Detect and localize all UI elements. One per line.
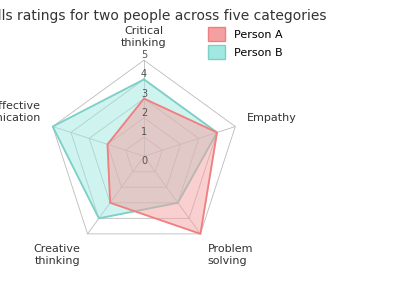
Text: Empathy: Empathy <box>247 113 297 123</box>
Text: 2: 2 <box>141 108 147 118</box>
Polygon shape <box>53 80 217 218</box>
Text: 0: 0 <box>141 156 147 166</box>
Polygon shape <box>108 99 217 234</box>
Text: Creative
thinking: Creative thinking <box>33 244 80 266</box>
Text: Critical
thinking: Critical thinking <box>121 26 167 48</box>
Text: Effective
communication: Effective communication <box>0 101 41 123</box>
Text: 1: 1 <box>141 127 147 137</box>
Text: Problem
solving: Problem solving <box>208 244 253 266</box>
Legend: Person A, Person B: Person A, Person B <box>208 27 282 59</box>
Text: 3: 3 <box>141 89 147 99</box>
Text: 5: 5 <box>141 50 147 60</box>
Text: Skills ratings for two people across five categories: Skills ratings for two people across fiv… <box>0 9 327 22</box>
Text: 4: 4 <box>141 69 147 80</box>
